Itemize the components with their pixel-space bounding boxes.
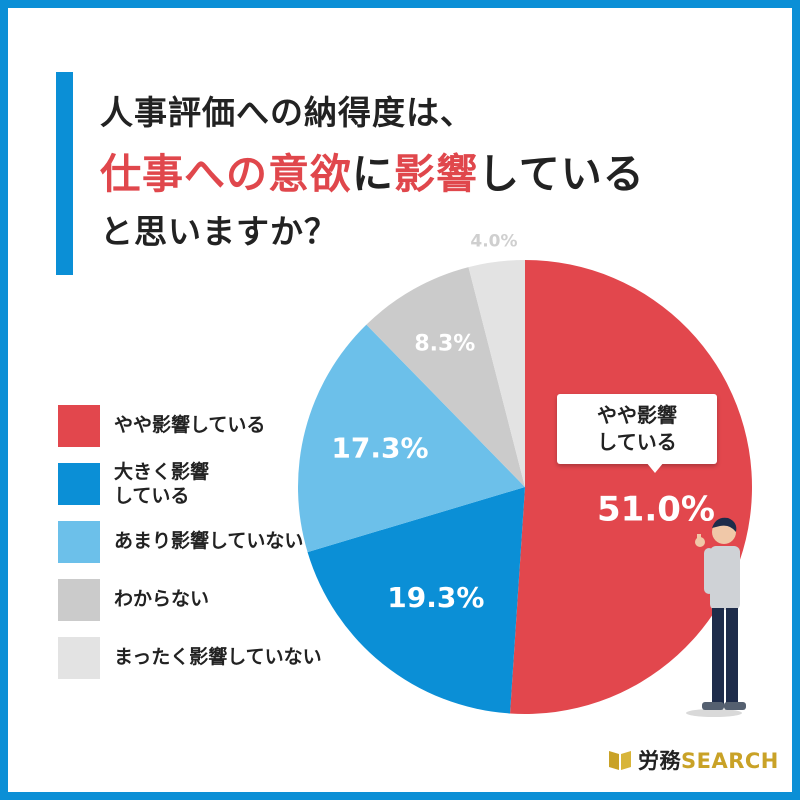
legend-label: わからない xyxy=(114,588,210,610)
title-part-3: 影響 xyxy=(394,150,478,198)
brand-name: 労務SEARCH xyxy=(638,745,779,775)
slice-value-label: 17.3% xyxy=(331,431,428,464)
legend-swatch xyxy=(58,521,100,563)
person-illustration xyxy=(686,517,746,717)
legend-swatch xyxy=(58,405,100,447)
title-part-4: している xyxy=(478,150,645,198)
slice-value-label: 4.0% xyxy=(470,232,517,252)
callout-box: やや影響 している xyxy=(557,394,717,464)
legend-label: あまり影響していない xyxy=(114,530,304,552)
brand-book-icon xyxy=(609,751,631,770)
pie-slice-labels: 51.0% 19.3% 17.3% 8.3% 4.0% xyxy=(331,232,715,614)
callout-label: やや影響 している xyxy=(597,403,677,454)
pie-slice xyxy=(298,324,525,553)
pie-slice xyxy=(468,260,525,487)
pie-slice xyxy=(307,487,525,714)
brand-name-suffix: SEARCH xyxy=(681,749,779,773)
pie-slice xyxy=(510,260,753,715)
legend-swatch xyxy=(58,579,100,621)
legend-label: やや影響している xyxy=(114,414,266,436)
title-line-3: と思いますか？ xyxy=(100,212,338,251)
legend-swatch xyxy=(58,463,100,505)
title-part-1: 仕事への意欲 xyxy=(100,150,352,198)
callout-pointer xyxy=(646,462,664,473)
slice-value-label: 8.3% xyxy=(414,332,475,357)
title-accent-bar xyxy=(56,72,73,275)
legend-label: まったく影響していない xyxy=(114,646,322,668)
title-line-2: 仕事への意欲に影響している xyxy=(100,140,645,200)
slice-value-label: 51.0% xyxy=(597,490,715,530)
legend-label: 大きく影響 している xyxy=(114,461,210,507)
pie-slice xyxy=(366,267,525,487)
pie-slices xyxy=(298,260,753,715)
title-line-1: 人事評価への納得度は、 xyxy=(100,93,474,132)
brand-name-main: 労務 xyxy=(638,749,681,773)
slice-value-label: 19.3% xyxy=(387,581,484,614)
legend-swatch xyxy=(58,637,100,679)
title-part-2: に xyxy=(352,150,394,198)
